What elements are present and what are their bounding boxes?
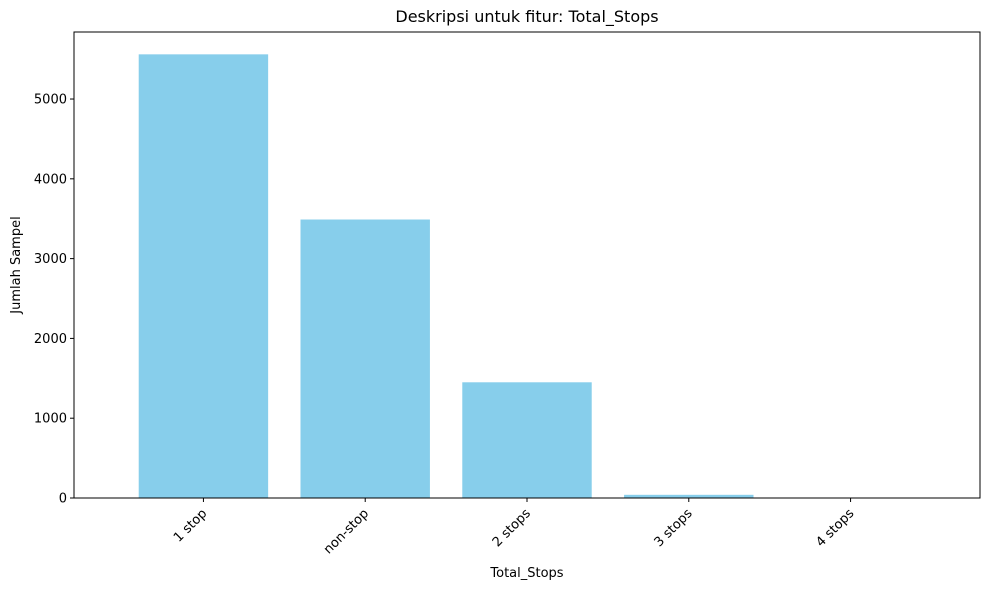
y-tick-label: 5000 <box>34 93 67 108</box>
y-tick-label: 2000 <box>34 332 67 347</box>
x-tick-label: 1 stop <box>171 506 210 545</box>
bars-group <box>138 54 916 498</box>
y-axis-title: Jumlah Sampel <box>9 216 24 314</box>
x-tick-label: non-stop <box>321 506 372 557</box>
bar-3-stops <box>624 494 754 498</box>
y-tick-label: 0 <box>59 492 67 507</box>
y-tick-label: 1000 <box>34 412 67 427</box>
x-axis-ticks: 1 stop non-stop 2 stops 3 stops 4 stops <box>171 498 858 557</box>
bar-1-stop <box>138 54 269 498</box>
chart-title: Deskripsi untuk fitur: Total_Stops <box>395 7 658 27</box>
y-tick-label: 3000 <box>34 252 67 267</box>
y-axis-ticks: 0 1000 2000 3000 4000 5000 <box>34 93 74 507</box>
plot-frame <box>73 31 981 499</box>
bar-2-stops <box>462 382 592 498</box>
x-tick-label: 2 stops <box>490 506 534 550</box>
x-axis-title: Total_Stops <box>489 566 563 581</box>
x-tick-label: 4 stops <box>813 506 857 550</box>
y-tick-label: 4000 <box>34 172 67 187</box>
x-tick-label: 3 stops <box>652 506 696 550</box>
bar-non-stop <box>300 219 430 498</box>
